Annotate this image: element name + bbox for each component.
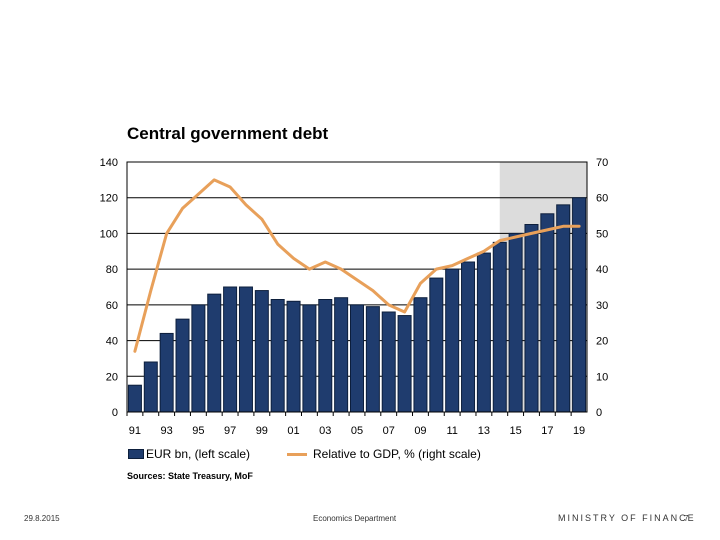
left-tick-label: 60 (106, 300, 118, 312)
x-tick-label: 05 (351, 425, 363, 437)
bar (286, 300, 301, 413)
gdp-ratio-line (133, 178, 581, 353)
x-tick-label: 91 (129, 425, 141, 437)
bar (207, 293, 222, 413)
bar (302, 304, 317, 413)
footer-brand: MINISTRY OF FINANCE (558, 513, 696, 523)
bar (254, 290, 269, 413)
bar (476, 252, 491, 413)
legend-line-swatch (287, 452, 307, 456)
right-tick-label: 50 (596, 228, 608, 240)
x-tick-label: 15 (509, 425, 521, 437)
x-tick-label: 93 (161, 425, 173, 437)
legend-bar: EUR bn, (left scale) (128, 447, 250, 461)
footer-date: 29.8.2015 (24, 514, 60, 523)
left-tick-label: 0 (112, 407, 118, 419)
left-tick-label: 140 (100, 157, 118, 169)
x-tick-label: 11 (446, 425, 457, 437)
bar (365, 306, 380, 413)
source-note: Sources: State Treasury, MoF (127, 471, 253, 481)
right-tick-label: 60 (596, 193, 608, 205)
footer-department: Economics Department (313, 514, 397, 523)
bar (349, 304, 365, 413)
bar (223, 286, 238, 413)
legend-bar-label: EUR bn, (left scale) (146, 447, 251, 461)
x-tick-label: 01 (287, 425, 299, 437)
left-tick-label: 80 (106, 264, 118, 276)
bar (413, 297, 428, 413)
right-tick-label: 10 (596, 371, 608, 383)
bar (238, 286, 253, 413)
bar (175, 318, 190, 413)
chart-title: Central government debt (127, 124, 329, 143)
right-tick-label: 30 (596, 300, 608, 312)
bar (572, 197, 587, 413)
bar (556, 204, 571, 413)
bar (127, 384, 142, 413)
plot-frame (126, 161, 588, 413)
bar (381, 311, 396, 413)
x-tick-label: 17 (541, 425, 553, 437)
bar (397, 315, 412, 413)
left-tick-label: 20 (106, 371, 118, 383)
bar (318, 299, 333, 413)
legend-bar-swatch (128, 449, 144, 459)
left-tick-label: 100 (100, 228, 118, 240)
bar (445, 268, 460, 413)
bar (270, 299, 285, 413)
footer-page-number: 7 (684, 514, 689, 523)
x-tick-label: 03 (319, 425, 331, 437)
left-tick-label: 120 (100, 193, 118, 205)
bar (508, 232, 523, 413)
x-tick-label: 97 (224, 425, 236, 437)
legend-line: Relative to GDP, % (right scale) (287, 447, 481, 461)
x-tick-label: 09 (414, 425, 426, 437)
bar (191, 304, 206, 413)
right-tick-label: 0 (596, 407, 602, 419)
x-tick-label: 07 (383, 425, 395, 437)
x-tick-label: 19 (573, 425, 585, 437)
x-tick-label: 95 (192, 425, 204, 437)
legend-line-label: Relative to GDP, % (right scale) (313, 447, 481, 461)
bar (159, 332, 174, 413)
bar (492, 241, 507, 413)
x-tick-label: 13 (478, 425, 490, 437)
right-tick-label: 70 (596, 157, 608, 169)
bar (334, 297, 349, 413)
bar (429, 277, 444, 413)
bar (540, 213, 555, 413)
left-tick-label: 40 (106, 336, 118, 348)
bar (461, 261, 476, 413)
right-tick-label: 40 (596, 264, 608, 276)
bar (143, 361, 158, 413)
right-tick-label: 20 (596, 336, 608, 348)
x-tick-label: 99 (256, 425, 268, 437)
bar (524, 224, 539, 413)
